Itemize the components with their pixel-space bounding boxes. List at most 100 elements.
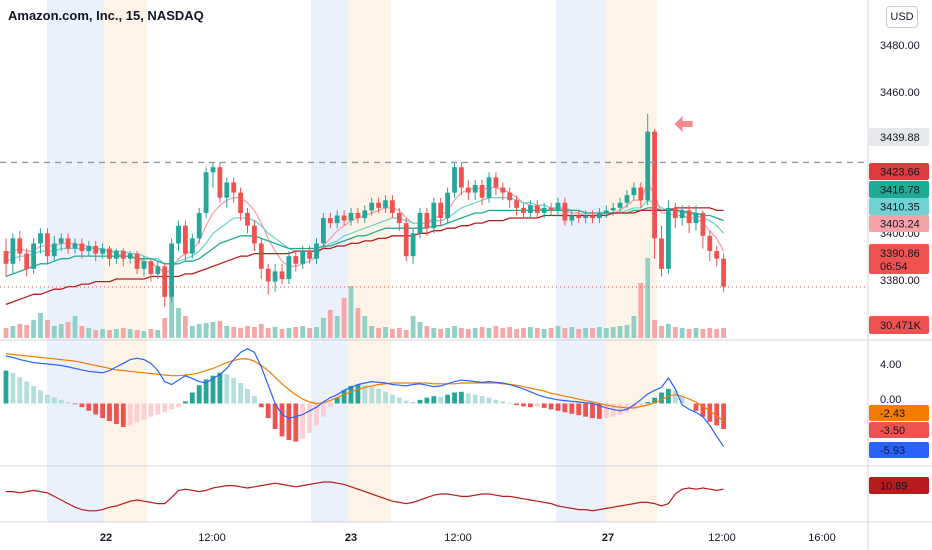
ma-value-tag: 3403.24 <box>869 215 929 232</box>
volume-bar <box>231 327 237 338</box>
candle-body <box>100 248 105 254</box>
candle-body <box>183 225 188 254</box>
candle <box>610 202 616 216</box>
candle <box>541 202 547 219</box>
macd-signal-line <box>5 353 724 422</box>
macd-histogram-bar <box>286 403 292 441</box>
volume-bar <box>403 330 409 338</box>
volume-bar <box>51 326 57 338</box>
candle-body <box>17 238 23 254</box>
time-tick-label: 12:00 <box>198 532 226 544</box>
candle-body <box>162 266 168 297</box>
macd-histogram-bar <box>38 390 43 404</box>
volume-bar <box>452 326 457 338</box>
candle-body <box>51 243 57 257</box>
volume-bar <box>300 326 306 338</box>
candle-body <box>24 253 30 269</box>
volume-bar <box>127 329 133 338</box>
candle-body <box>38 233 43 244</box>
macd-histogram-bar <box>459 391 464 404</box>
volume-bar <box>321 318 326 338</box>
volume-bar <box>45 320 50 338</box>
volume-bar <box>279 329 285 338</box>
candle-body <box>120 251 126 259</box>
volume-bar <box>38 313 43 338</box>
candle-body <box>189 238 195 254</box>
volume-bar <box>224 326 230 338</box>
candle <box>631 182 637 201</box>
candle <box>438 197 444 226</box>
volume-bar <box>507 327 513 338</box>
macd-histogram-bar <box>679 396 685 404</box>
ma-value-tag-bg <box>869 181 929 198</box>
volume-bar <box>58 324 64 338</box>
volume-bar <box>445 328 450 338</box>
candle <box>521 202 526 219</box>
arrow-marker <box>674 116 693 133</box>
candle-body <box>424 212 430 229</box>
macd-value-tag: -2.43 <box>869 405 929 421</box>
candle <box>327 212 333 229</box>
macd-histogram-bar <box>445 394 450 404</box>
macd-histogram-bar <box>203 379 209 404</box>
macd-histogram-bar <box>245 388 250 404</box>
candle <box>597 207 602 224</box>
candle-body <box>176 225 181 244</box>
candle-body <box>238 192 243 213</box>
macd-histogram-bar <box>576 403 582 416</box>
volume-bar <box>438 329 444 338</box>
volume-bar <box>700 329 706 338</box>
volume-bar <box>217 321 223 338</box>
dashed-level-tag-text: 3439.88 <box>880 132 920 144</box>
indicator-pane <box>6 481 724 512</box>
macd-histogram-bar <box>114 403 119 424</box>
candle-body <box>666 207 671 269</box>
macd-histogram-bar <box>396 397 402 404</box>
macd-histogram-bar <box>3 370 9 404</box>
macd-histogram-bar <box>452 392 457 404</box>
macd-histogram-bar <box>645 402 651 404</box>
volume-bar <box>679 328 685 338</box>
candle <box>424 207 430 236</box>
candle <box>127 251 133 264</box>
macd-value-tag: -5.93 <box>869 442 929 458</box>
macd-histogram-bar <box>541 403 547 408</box>
candle <box>714 245 720 267</box>
macd-histogram-bar <box>362 385 368 404</box>
candle-body <box>721 258 726 287</box>
candle-body <box>672 207 678 219</box>
candle <box>514 195 519 216</box>
candle <box>700 210 706 249</box>
macd-histogram-bar <box>169 403 174 410</box>
currency-button[interactable]: USD <box>886 6 918 28</box>
macd-histogram-bar <box>376 388 381 404</box>
candle <box>217 162 223 203</box>
candle-body <box>127 253 133 259</box>
candle-body <box>148 261 154 274</box>
macd-value-tag-text: -3.50 <box>880 425 905 437</box>
candle-body <box>217 167 223 198</box>
macd-histogram-bar <box>500 401 506 404</box>
last-price-tag-bg <box>869 244 929 274</box>
macd-histogram-bar <box>638 403 644 407</box>
macd-histogram-bar <box>217 372 223 404</box>
macd-histogram-bar <box>162 403 168 413</box>
volume-bar <box>100 329 105 338</box>
macd-histogram-bar <box>507 402 513 404</box>
candle <box>348 207 354 226</box>
macd-histogram-bar <box>528 403 533 408</box>
volume-bar <box>355 308 361 338</box>
candle <box>155 261 161 280</box>
macd-histogram-bar <box>176 403 181 408</box>
candle-body <box>10 238 16 264</box>
candle-body <box>334 215 340 224</box>
candle <box>114 248 119 264</box>
volume-bar <box>424 326 430 338</box>
volume-bar <box>210 322 216 338</box>
candle <box>93 240 99 262</box>
candle <box>252 220 257 252</box>
candle-body <box>410 233 416 257</box>
candle-body <box>603 210 609 213</box>
